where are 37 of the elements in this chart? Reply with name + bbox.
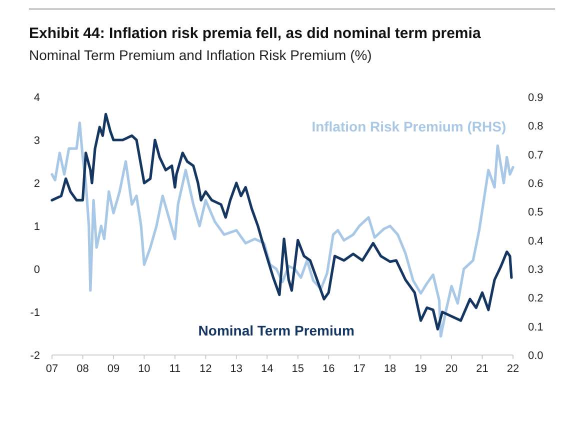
y-tick-label: 4 [34, 92, 40, 104]
y2-tick-label: 0.2 [528, 292, 544, 305]
y2-tick-label: 0.9 [528, 92, 544, 104]
y2-tick-label: 0.0 [528, 350, 544, 362]
x-tick-label: 10 [138, 363, 150, 375]
x-tick-label: 12 [200, 363, 212, 375]
y2-tick-label: 0.4 [528, 235, 544, 248]
x-tick-label: 08 [76, 363, 89, 375]
x-tick-label: 09 [107, 363, 120, 375]
text: Nominal Term Premium [198, 322, 354, 339]
x-tick-label: 18 [384, 363, 396, 375]
x-tick-label: 15 [292, 363, 304, 375]
x-tick-label: 19 [414, 363, 427, 375]
y-tick-label: 2 [34, 178, 40, 190]
y2-tick-label: 0.7 [528, 149, 544, 162]
y2-tick-label: 0.6 [528, 178, 544, 190]
x-tick-label: 20 [445, 363, 458, 375]
x-tick-label: 14 [261, 363, 274, 375]
chart-title: Exhibit 44: Inflation risk premia fell, as did nominal term premia [29, 25, 482, 42]
x-tick-label: 22 [506, 363, 520, 375]
y2-tick-label: 0.1 [528, 321, 544, 334]
x-tick-label: 16 [322, 363, 335, 375]
x-tick-label: 17 [353, 363, 366, 375]
y-tick-label: 1 [34, 221, 40, 233]
x-tick-label: 13 [230, 363, 243, 375]
x-tick-label: 11 [169, 363, 181, 375]
chart-subtitle: Nominal Term Premium and Inflation Risk Premium (%) [29, 47, 372, 63]
x-tick-label: 07 [46, 363, 58, 375]
y-tick-label: 3 [34, 135, 40, 147]
series-label: Inflation Risk Premium (RHS) [312, 118, 506, 134]
y-tick-label: 0 [34, 264, 40, 276]
y2-tick-label: 0.8 [528, 120, 544, 133]
x-tick-label: 21 [476, 363, 488, 375]
y-tick-label: -1 [30, 307, 40, 319]
y2-tick-label: 0.5 [528, 206, 544, 219]
y2-tick-label: 0.3 [528, 264, 544, 276]
y-tick-label: -2 [30, 350, 40, 362]
